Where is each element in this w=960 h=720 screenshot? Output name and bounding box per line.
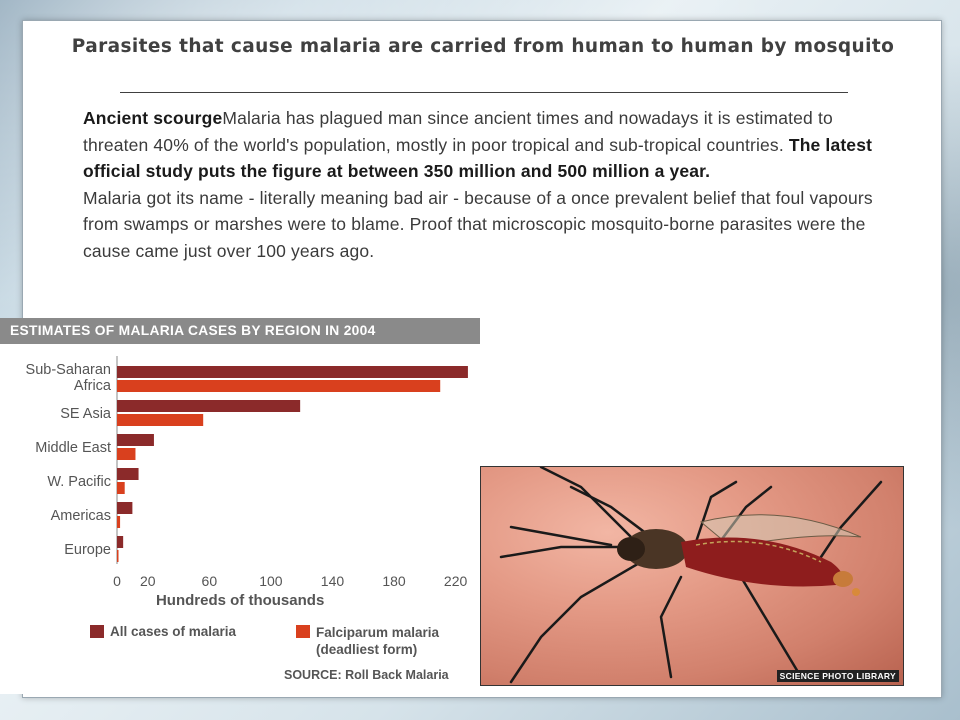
legend-swatch-all xyxy=(90,625,104,638)
x-tick-label-2: 60 xyxy=(202,573,218,589)
x-tick-label-3: 100 xyxy=(259,573,283,589)
bar-0-2 xyxy=(117,434,154,446)
paragraph-1-text: Malaria has plagued man since ancient ti… xyxy=(83,108,833,155)
category-label-5: Europe xyxy=(64,542,111,558)
bar-1-0 xyxy=(117,380,441,392)
chart-title: ESTIMATES OF MALARIA CASES BY REGION IN … xyxy=(0,318,480,344)
photo-credit: SCIENCE PHOTO LIBRARY xyxy=(776,670,899,682)
paragraph-1-bold: The latest official study puts the figur… xyxy=(83,134,873,182)
x-tick-label-1: 20 xyxy=(140,573,156,589)
paragraph-1: Ancient scourgeMalaria has plagued man s… xyxy=(83,105,873,185)
chart-source: SOURCE: Roll Back Malaria xyxy=(284,668,449,682)
chart-plot: 0 20 60 100 140 180 220 Hundreds of thousands Su… xyxy=(26,356,468,609)
bar-1-1 xyxy=(117,414,204,426)
x-tick-label-4: 140 xyxy=(321,573,345,589)
category-label-0-0: Sub-Saharan xyxy=(26,362,111,378)
mosquito-photo: SCIENCE PHOTO LIBRARY xyxy=(480,466,904,686)
x-axis-label: Hundreds of thousands xyxy=(156,592,324,609)
category-label-0-1: Africa xyxy=(74,378,112,394)
x-tick-label-6: 220 xyxy=(444,573,468,589)
malaria-chart: ESTIMATES OF MALARIA CASES BY REGION IN … xyxy=(0,318,480,694)
category-label-4: Americas xyxy=(51,508,111,524)
paragraph-2: Malaria got its name - literally meaning… xyxy=(83,187,873,261)
category-label-3: W. Pacific xyxy=(47,474,111,490)
x-tick-label-0: 0 xyxy=(113,573,121,589)
bar-1-3 xyxy=(117,482,125,494)
paragraph-1-lead: Ancient scourge xyxy=(83,108,223,128)
mosquito-illustration xyxy=(499,467,883,684)
category-label-2: Middle East xyxy=(35,440,111,456)
slide-title: Parasites that cause malaria are carried… xyxy=(71,36,895,57)
bar-0-1 xyxy=(117,400,301,412)
bar-1-5 xyxy=(117,550,119,562)
body-text: Ancient scourgeMalaria has plagued man s… xyxy=(83,105,873,264)
legend-label-falciparum: Falciparum malaria (deadliest form) xyxy=(316,625,440,657)
bar-1-4 xyxy=(117,516,121,528)
bar-0-4 xyxy=(117,502,133,514)
x-tick-label-5: 180 xyxy=(382,573,406,589)
bar-0-5 xyxy=(117,536,124,548)
bar-1-2 xyxy=(117,448,136,460)
bar-0-0 xyxy=(117,366,468,378)
title-underline xyxy=(120,92,848,93)
legend-swatch-falciparum xyxy=(296,625,310,638)
category-label-1: SE Asia xyxy=(60,406,112,422)
legend-label-all: All cases of malaria xyxy=(110,624,237,639)
bar-0-3 xyxy=(117,468,139,480)
